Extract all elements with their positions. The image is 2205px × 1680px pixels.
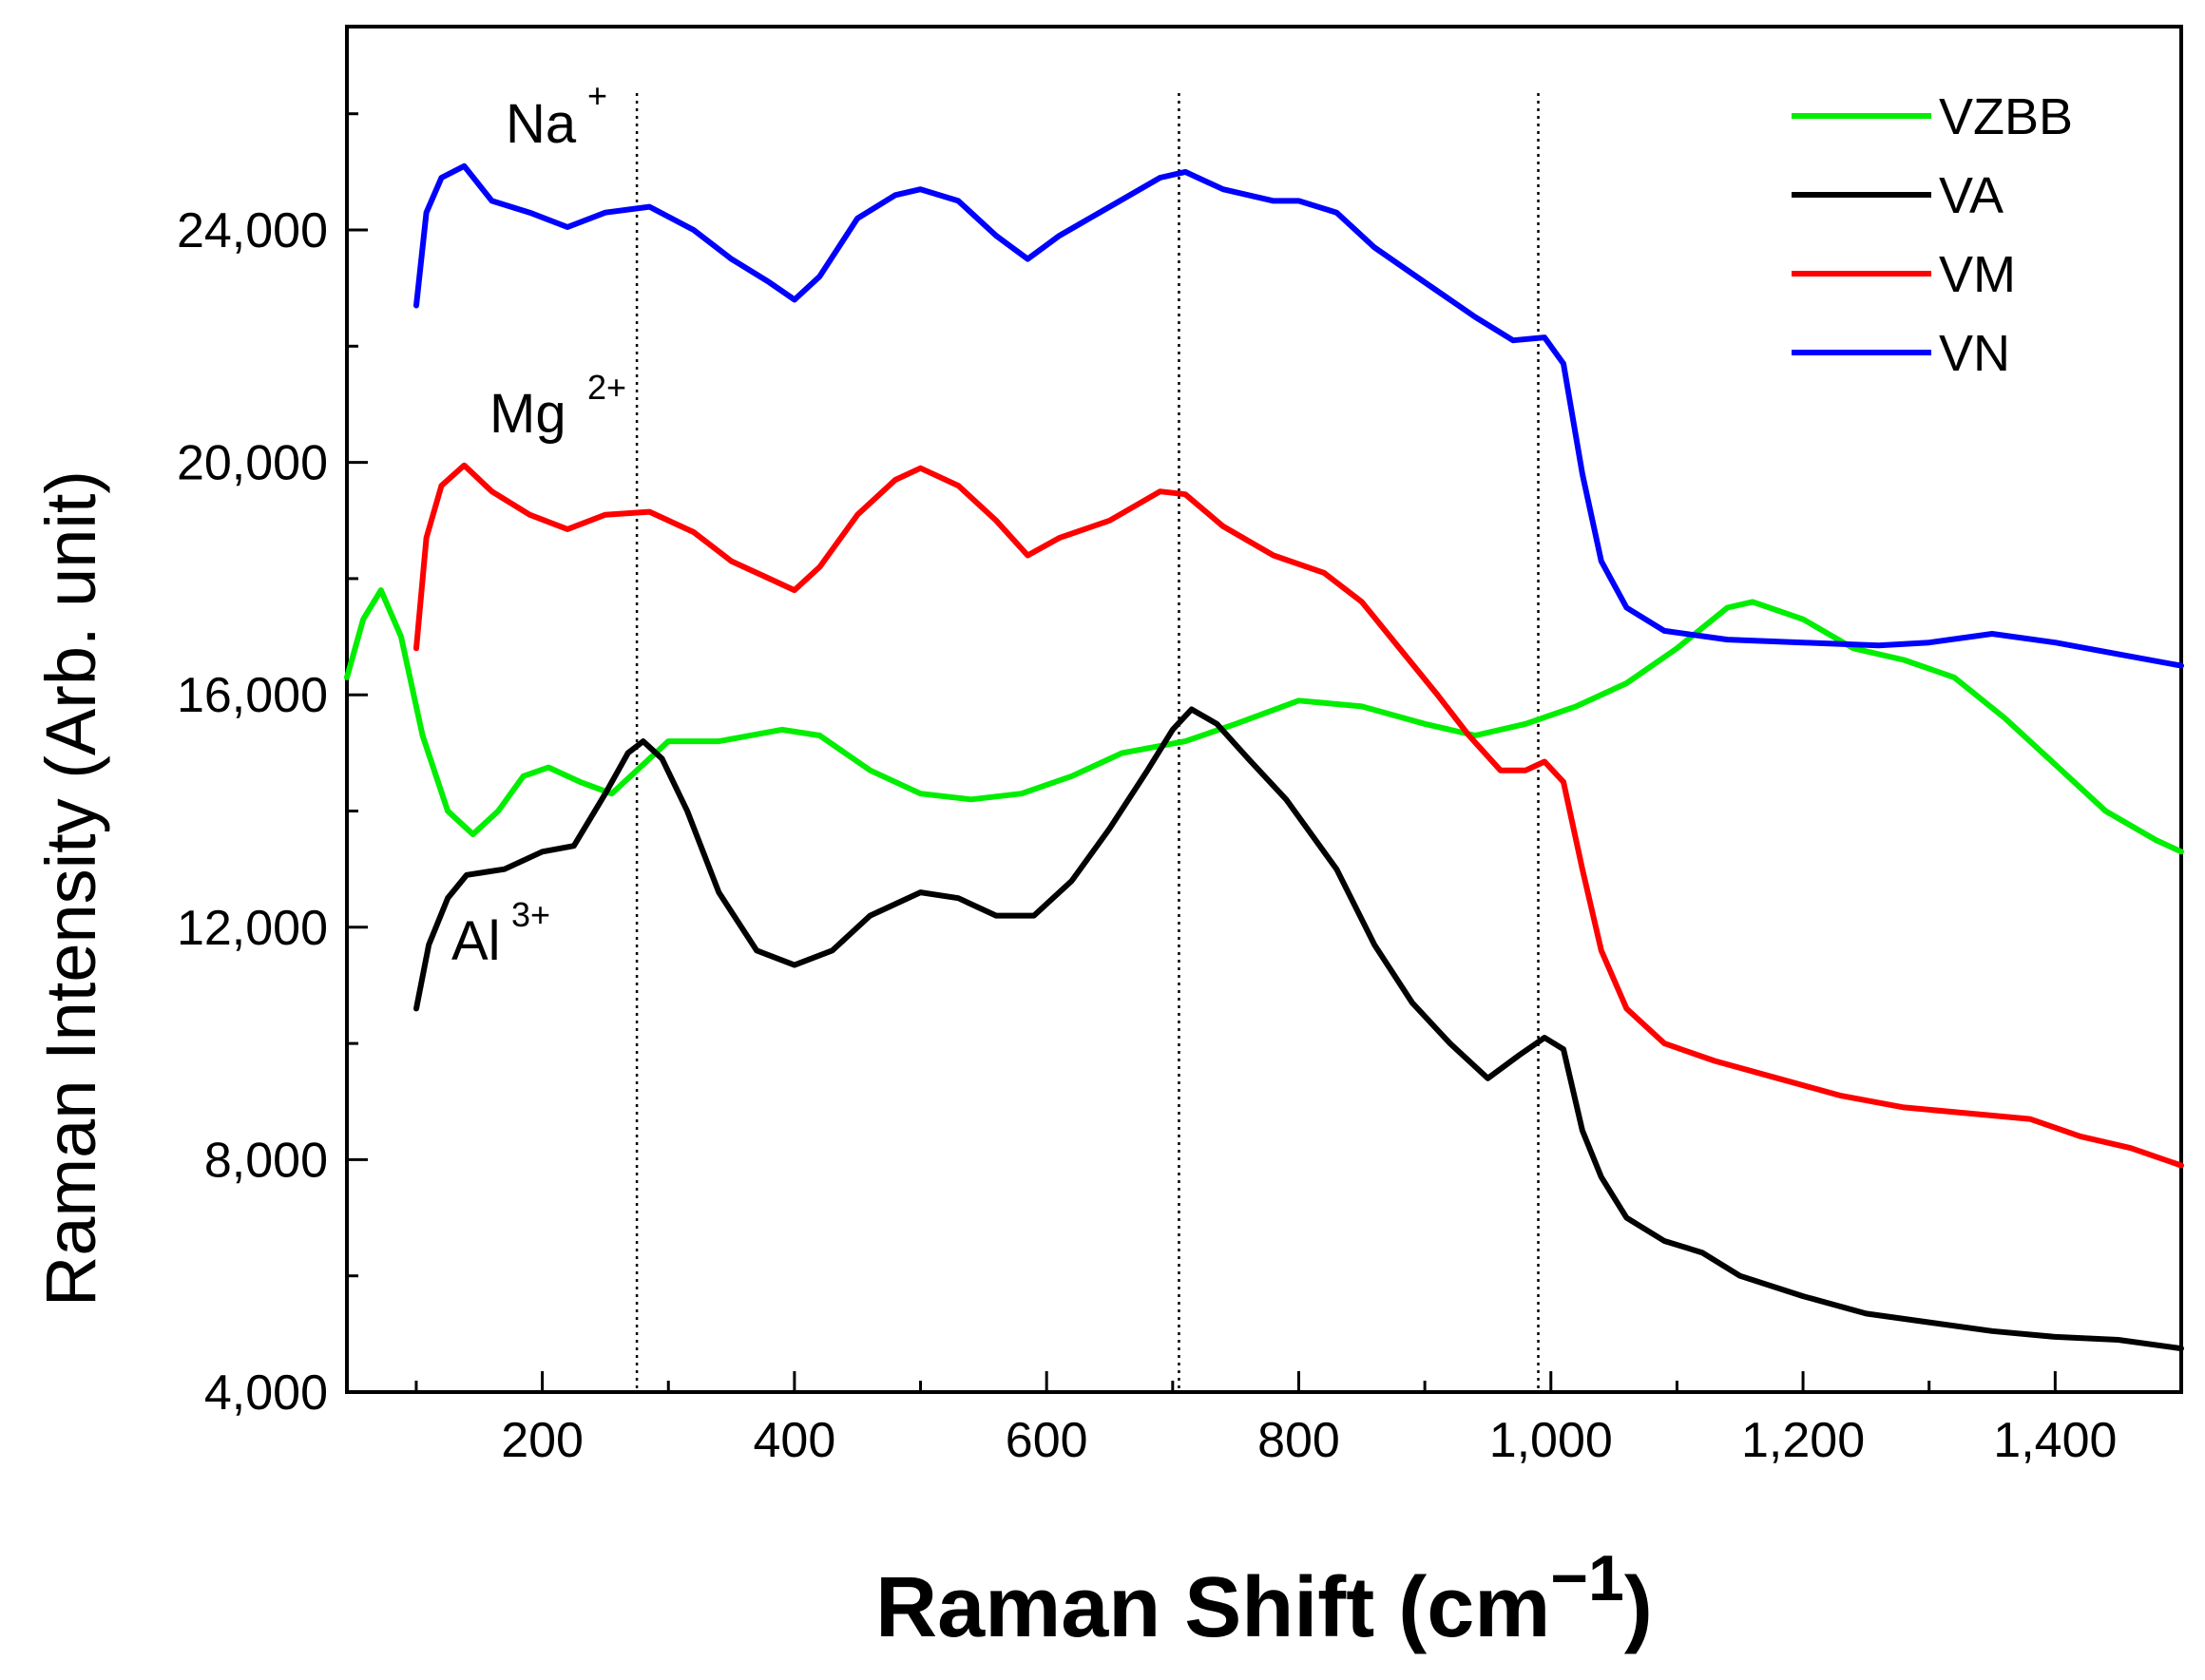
y-tick-label: 12,000 (177, 901, 328, 956)
x-tick-label: 600 (1006, 1413, 1088, 1468)
series-line-vm (413, 462, 2184, 1169)
y-tick-label: 24,000 (177, 203, 328, 258)
annotation-mg-sup: 2+ (587, 368, 626, 407)
x-axis-title-main: Raman Shift (cm (875, 1560, 1550, 1655)
legend: VZBB VA VM VN (1792, 88, 2073, 382)
annotation-al-base: Al (451, 910, 501, 972)
y-tick-label: 8,000 (204, 1133, 328, 1188)
series-line-vzbb (344, 587, 2184, 855)
legend-label-vn: VN (1939, 325, 2010, 382)
y-tick-label: 4,000 (204, 1365, 328, 1421)
x-tick-label: 1,200 (1741, 1413, 1865, 1468)
annotation-mg: Mg 2+ (489, 368, 626, 445)
annotation-al-sup: 3+ (511, 895, 550, 934)
x-tick-label: 400 (754, 1413, 836, 1468)
plot-frame (345, 25, 2183, 1394)
x-axis-title-close: ) (1624, 1560, 1653, 1655)
x-tick-label: 200 (501, 1413, 584, 1468)
x-tick-label: 1,000 (1489, 1413, 1613, 1468)
x-tick-label: 1,400 (1993, 1413, 2117, 1468)
legend-label-va: VA (1939, 167, 2004, 224)
legend-label-vzbb: VZBB (1939, 88, 2073, 145)
annotation-mg-base: Mg (489, 383, 566, 445)
x-axis-title-superscript: −1 (1550, 1542, 1624, 1614)
series-line-va (413, 706, 2184, 1352)
annotation-na-base: Na (506, 93, 577, 155)
annotation-na: Na + (506, 76, 607, 155)
x-tick-label: 800 (1257, 1413, 1340, 1468)
y-tick-label: 20,000 (177, 436, 328, 491)
reference-lines (635, 93, 1540, 1392)
y-tick-label: 16,000 (177, 668, 328, 723)
y-axis-ticks: 4,000 8,000 12,000 16,000 20,000 24,000 (177, 112, 368, 1421)
series-group (344, 162, 2184, 1352)
x-axis-title: Raman Shift (cm−1) (875, 1542, 1653, 1655)
series-line-vn (413, 162, 2184, 669)
x-axis-ticks: 200 400 600 800 1,000 1,200 1,400 (414, 1371, 2183, 1468)
legend-label-vm: VM (1939, 246, 2016, 303)
y-axis-title: Raman Intensity (Arb. unit) (31, 470, 110, 1307)
annotation-al: Al 3+ (451, 895, 550, 972)
annotation-na-sup: + (587, 76, 607, 115)
